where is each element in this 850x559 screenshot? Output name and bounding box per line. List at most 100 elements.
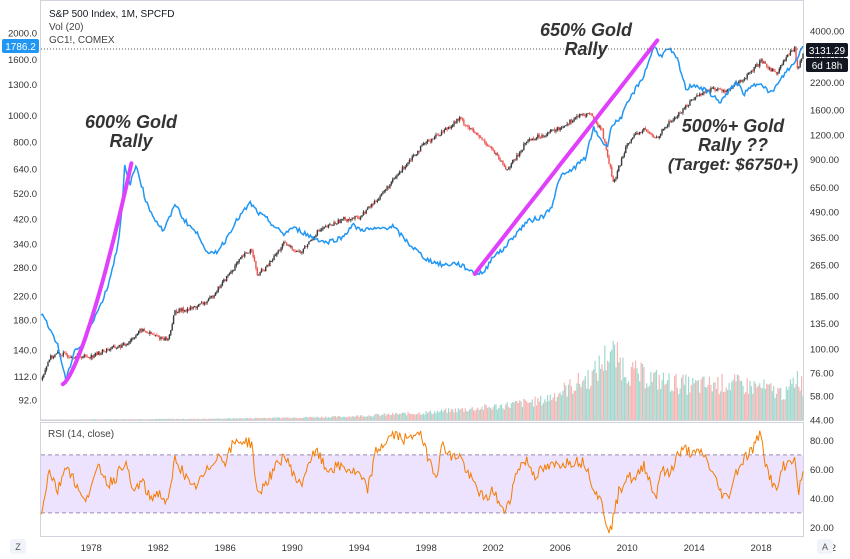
spx-candle-body [505,166,507,170]
spx-candle-body [73,358,76,359]
spx-candle-body [103,349,105,352]
volume-bar [468,409,471,420]
spx-candle-body [739,80,741,82]
volume-bar [421,414,423,420]
volume-bar [51,419,53,420]
volume-bar [639,381,641,420]
volume-bar [330,417,332,420]
spx-candle-body [425,142,427,144]
spx-candle-body [563,125,566,128]
spx-candle-body [701,93,704,95]
volume-bar [537,398,539,420]
spx-candle-body [560,127,563,129]
volume-bar [488,406,490,420]
volume-bar [164,418,166,420]
spx-candle-body [750,70,753,73]
volume-bar [341,417,344,420]
volume-bar [44,419,46,420]
legend-rsi[interactable]: RSI (14, close) [48,429,114,440]
volume-bar [590,385,592,420]
spx-candle-body [368,206,370,209]
volume-bar [172,418,175,420]
spx-candle-body [185,310,187,312]
legend-volume[interactable]: Vol (20) [49,22,83,33]
spx-candle-body [266,264,268,268]
time-axis-tick-label: 1998 [416,543,437,554]
spx-candle-body [167,338,169,341]
spx-candle-body [683,108,686,110]
spx-candle-body [364,211,366,214]
volume-bar [232,417,235,420]
volume-bar [600,368,602,420]
spx-candle-body [749,72,751,73]
timezone-button[interactable] [10,539,26,554]
spx-candle-body [461,118,464,121]
volume-bar [569,379,571,420]
volume-bar [294,417,296,420]
volume-bar [196,418,198,420]
volume-bar [799,390,801,420]
volume-bar [749,380,751,420]
spx-candle-body [195,306,197,309]
volume-bar [597,380,599,420]
volume-bar [567,384,570,420]
spx-candle-body [791,50,793,52]
spx-candle-body [334,222,337,225]
volume-bar [283,417,285,420]
volume-bar [636,368,638,420]
volume-bar [634,360,637,420]
volume-bar [491,409,493,420]
volume-bar [660,388,662,420]
volume-bar [584,376,586,420]
spx-candle-body [754,65,757,68]
spx-candle-body [193,306,196,308]
volume-bar [376,413,378,420]
spx-candle-body [676,116,679,118]
spx-candle-body [786,54,789,58]
legend-symbol[interactable]: S&P 500 Index, 1M, SPCFD [49,9,174,20]
volume-bar [602,370,605,420]
volume-bar [721,373,723,420]
volume-bar [393,414,395,420]
spx-candle-body [290,246,292,248]
volume-bar [541,405,543,420]
spx-candle-body [435,134,437,137]
auto-scale-button[interactable] [817,539,833,554]
spx-candle-body [136,333,138,336]
spx-candle-body [541,135,543,138]
volume-bar [85,419,87,420]
spx-candle-body [150,331,152,334]
volume-bar [354,416,356,420]
spx-candle-body [722,90,725,92]
timezone-icon: Z [15,542,21,552]
spx-candle-body [798,66,800,69]
volume-bar [100,419,102,420]
spx-candle-body [486,145,489,146]
volume-bar [242,418,244,420]
left-axis-tick-label: 800.0 [13,138,37,149]
spx-candle-body [313,237,316,239]
spx-candle-body [576,116,578,118]
spx-candle-body [442,131,444,133]
spx-candle-body [618,166,620,172]
spx-candle-body [616,171,619,178]
volume-bar [467,411,469,420]
volume-bar [319,417,321,420]
spx-candle-body [80,357,83,359]
spx-candle-body [177,311,179,314]
volume-bar [192,418,194,420]
spx-candle-body [163,338,165,341]
spx-candle-body [478,135,480,138]
spx-candle-body [345,219,348,222]
spx-candle-body [460,117,462,119]
volume-bar [646,383,648,420]
spx-candle-body [632,137,634,140]
spx-candle-body [626,144,628,147]
volume-bar [655,369,658,420]
spx-candle-body [609,163,612,167]
legend-gold[interactable]: GC1!, COMEX [49,35,115,46]
volume-bar [527,403,529,420]
spx-candle-body [184,310,186,312]
volume-bar [45,419,48,420]
right-axis-tick-label: 76.00 [810,368,834,379]
